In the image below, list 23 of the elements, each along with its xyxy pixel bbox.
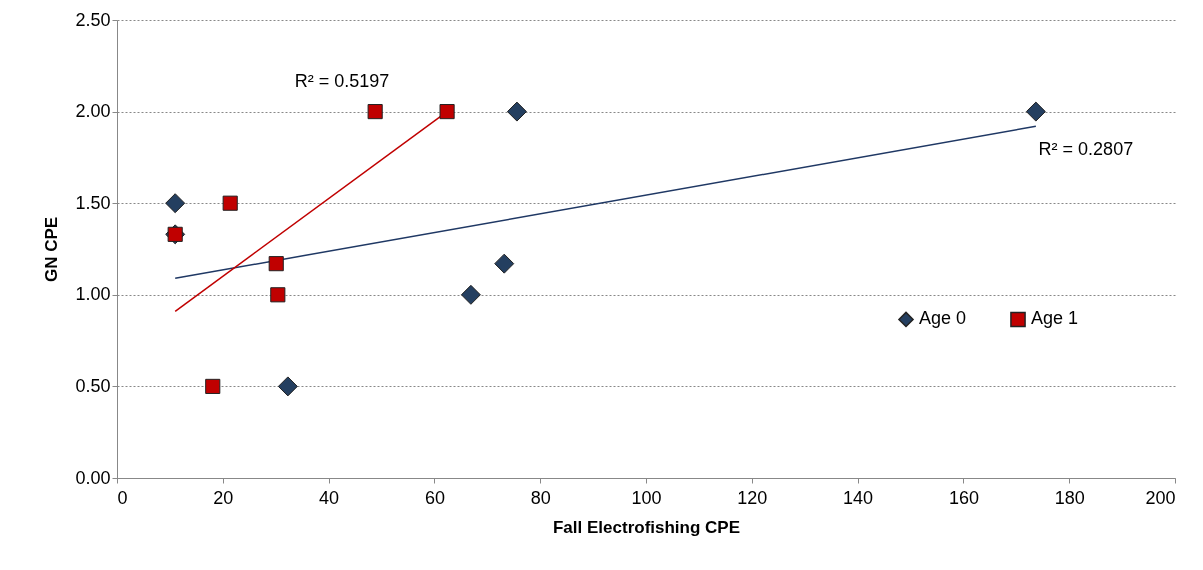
y-tick-label: 0.50	[75, 375, 111, 396]
x-tick-label: 80	[530, 487, 551, 508]
annotation: R² = 0.2807	[1038, 139, 1134, 160]
x-tick-label: 120	[737, 487, 768, 508]
legend-label: Age 0	[919, 308, 967, 329]
x-tick-label: 160	[948, 487, 979, 508]
x-tick-label: 0	[117, 487, 128, 508]
y-tick-label: 2.00	[75, 101, 111, 122]
x-tick-label: 180	[1054, 487, 1085, 508]
x-tick-label: 20	[213, 487, 234, 508]
y-tick-label: 1.00	[75, 284, 111, 305]
x-tick-label: 60	[424, 487, 445, 508]
x-tick-label: 40	[319, 487, 340, 508]
y-tick-label: 1.50	[75, 192, 111, 213]
y-tick-label: 0.00	[75, 467, 111, 488]
y-tick-label: 2.50	[75, 9, 111, 30]
x-tick-label: 100	[631, 487, 662, 508]
legend-label: Age 1	[1031, 308, 1079, 329]
annotation: R² = 0.5197	[294, 71, 390, 91]
x-axis-title: Fall Electrofishing CPE	[552, 517, 741, 537]
y-axis-title: GN CPE	[42, 216, 62, 283]
x-tick-label: 140	[843, 487, 874, 508]
x-tick-label: 200	[1145, 487, 1176, 508]
